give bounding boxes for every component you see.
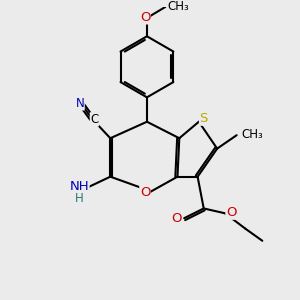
- Text: O: O: [140, 186, 150, 199]
- Text: S: S: [200, 112, 208, 125]
- Text: CH₃: CH₃: [168, 0, 190, 13]
- Text: C: C: [90, 113, 99, 126]
- Text: H: H: [75, 192, 84, 205]
- Text: O: O: [140, 11, 150, 24]
- Text: CH₃: CH₃: [242, 128, 263, 141]
- Text: O: O: [226, 206, 236, 219]
- Text: O: O: [172, 212, 182, 225]
- Text: NH: NH: [69, 180, 89, 193]
- Text: N: N: [75, 97, 84, 110]
